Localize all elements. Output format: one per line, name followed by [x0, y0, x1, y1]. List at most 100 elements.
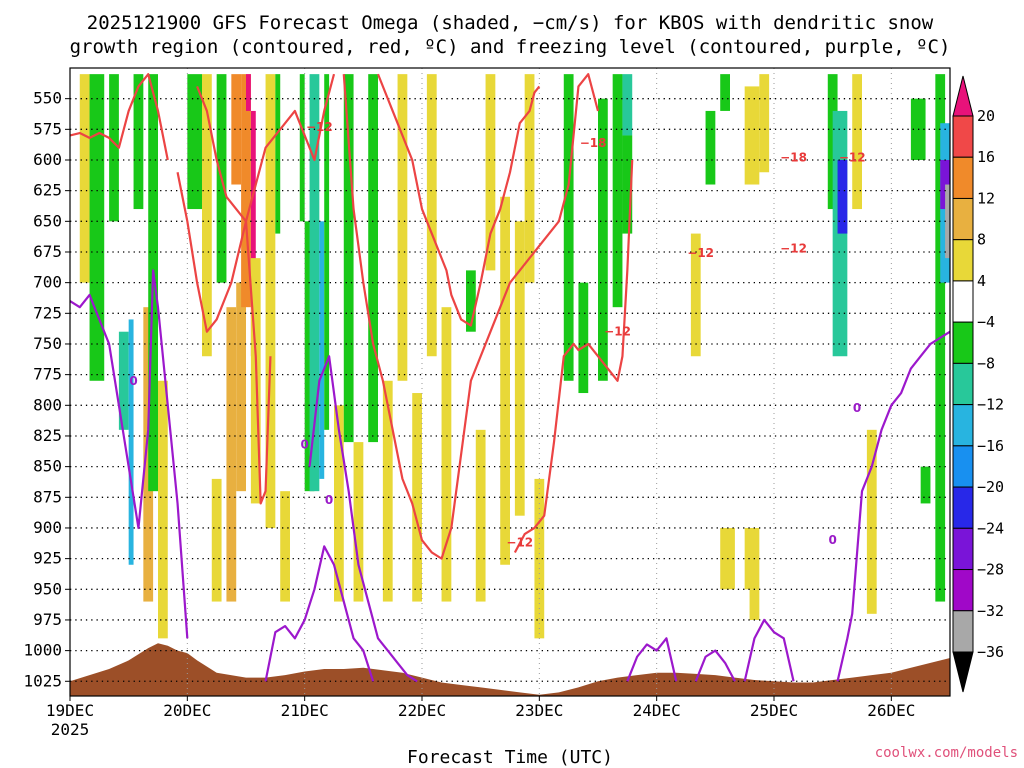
contour-label-5: −12 — [780, 241, 807, 255]
y-tick-label-1000: 1000 — [23, 641, 62, 660]
colorbar-swatch-13 — [952, 610, 974, 653]
terrain-layer — [70, 643, 950, 696]
y-tick-label-725: 725 — [33, 303, 62, 322]
freezing-contour-6 — [836, 330, 950, 682]
omega-shade-region-55 — [744, 527, 760, 590]
omega-shade-region-31 — [368, 74, 378, 443]
freezing-level-contours — [70, 269, 950, 683]
dgz-contour-0 — [70, 73, 169, 161]
colorbar-swatch-5 — [952, 280, 974, 323]
omega-shade-region-5 — [133, 74, 144, 210]
freezing-contour-2 — [308, 355, 418, 683]
omega-shade-region-46 — [598, 98, 608, 381]
credit-text: coolwx.com/models — [875, 745, 1018, 761]
omega-shade-region-48 — [622, 74, 633, 136]
contour-label-6: −12 — [604, 325, 631, 339]
colorbar-swatch-12 — [952, 569, 974, 612]
omega-shade-region-34 — [412, 393, 422, 602]
omega-shade-region-56 — [759, 74, 770, 173]
omega-shade-region-26 — [319, 221, 325, 479]
contour-labels: −12 −18 −18 −12 −12 −12 −12 −12 0 0 0 0 0 — [129, 120, 865, 550]
colorbar-label-6: −8 — [977, 354, 995, 372]
x-tick-label-72: 22DEC — [398, 701, 446, 720]
colorbar-swatch-11 — [952, 527, 974, 571]
colorbar-swatch-9 — [952, 445, 974, 488]
omega-shade-region-44 — [563, 74, 574, 381]
dgz-contour-1 — [176, 172, 272, 505]
omega-shade-region-10 — [202, 74, 212, 357]
omega-shade-region-29 — [343, 74, 354, 443]
contour-label-7: −12 — [506, 536, 533, 550]
y-axis: 550 575 600 625 650 675 700 725 750 775 800 825 850 8… — [23, 89, 70, 690]
contour-label-4: −12 — [687, 246, 714, 260]
colorbar-label-5: −4 — [977, 313, 995, 331]
y-tick-label-800: 800 — [33, 395, 62, 414]
colorbar-label-0: 20 — [977, 107, 995, 125]
omega-shade-region-41 — [514, 221, 525, 516]
colorbar-swatch-2 — [952, 156, 974, 199]
dgz-contour-5 — [513, 159, 634, 554]
omega-shade-region-6 — [143, 307, 154, 602]
contour-label-10: 0 — [325, 493, 333, 507]
omega-shade-region-32 — [382, 380, 393, 602]
y-tick-label-925: 925 — [33, 549, 62, 568]
omega-shade-region-11 — [211, 478, 222, 602]
omega-shade-region-18 — [250, 110, 256, 357]
omega-shade-region-51 — [705, 110, 716, 185]
colorbar-label-1: 16 — [977, 148, 995, 166]
omega-shade-region-57 — [749, 589, 760, 620]
colorbar-swatch-3 — [952, 197, 974, 241]
omega-shade-region-42 — [524, 74, 535, 283]
omega-shade-region-15 — [236, 282, 246, 492]
contour-label-8: 0 — [129, 374, 137, 388]
omega-shade-region-58 — [827, 74, 838, 210]
x-tick-label-120: 24DEC — [633, 701, 681, 720]
x-tick-label-144: 25DEC — [750, 701, 798, 720]
freezing-contour-5 — [743, 618, 795, 682]
colorbar-swatch-10 — [952, 486, 974, 529]
omega-shade-region-17 — [246, 74, 251, 111]
y-tick-label-875: 875 — [33, 487, 62, 506]
x-tick-label-0: 19DEC — [46, 701, 94, 720]
omega-shade-region-35 — [426, 74, 437, 357]
x-tick-label-24: 20DEC — [163, 701, 211, 720]
contour-label-9: 0 — [300, 438, 308, 452]
colorbar-label-2: 12 — [977, 189, 995, 207]
y-tick-label-900: 900 — [33, 518, 62, 537]
omega-shade-region-54 — [744, 86, 760, 185]
omega-shade-region-68 — [945, 184, 950, 259]
y-tick-label-675: 675 — [33, 242, 62, 261]
y-tick-label-650: 650 — [33, 211, 62, 230]
colorbar-swatch-1 — [952, 115, 974, 158]
y-tick-label-625: 625 — [33, 181, 62, 200]
omega-shade-region-23 — [299, 74, 305, 222]
omega-shade-region-64 — [920, 466, 931, 504]
y-tick-label-775: 775 — [33, 365, 62, 384]
freezing-contour-0 — [70, 269, 189, 639]
omega-shade-region-2 — [109, 74, 119, 222]
colorbar-label-11: −28 — [977, 561, 1004, 579]
x-tick-label-48: 21DEC — [281, 701, 329, 720]
freezing-contour-1 — [264, 545, 375, 682]
colorbar-label-10: −24 — [977, 519, 1004, 537]
colorbar-swatch-6 — [952, 321, 974, 364]
omega-shade-region-30 — [353, 442, 364, 602]
omega-shade-region-36 — [441, 307, 452, 602]
omega-shade-region-9 — [187, 74, 202, 210]
x-tick-sublabel-0: 2025 — [51, 720, 90, 739]
colorbar-bottom-arrow — [952, 651, 974, 693]
contour-label-12: 0 — [828, 533, 836, 547]
omega-shade-region-22 — [280, 491, 290, 602]
y-tick-label-550: 550 — [33, 89, 62, 108]
x-axis-title: Forecast Time (UTC) — [407, 747, 613, 768]
dgz-contour-4 — [376, 73, 541, 327]
omega-shade-region-47 — [612, 74, 623, 308]
omega-shade-region-45 — [578, 282, 589, 394]
y-tick-label-825: 825 — [33, 426, 62, 445]
y-tick-label-600: 600 — [33, 150, 62, 169]
omega-shade-region-0 — [79, 74, 90, 283]
terrain-surface — [70, 643, 950, 696]
contour-label-0: −12 — [306, 120, 333, 134]
omega-shade-region-1 — [89, 74, 105, 381]
